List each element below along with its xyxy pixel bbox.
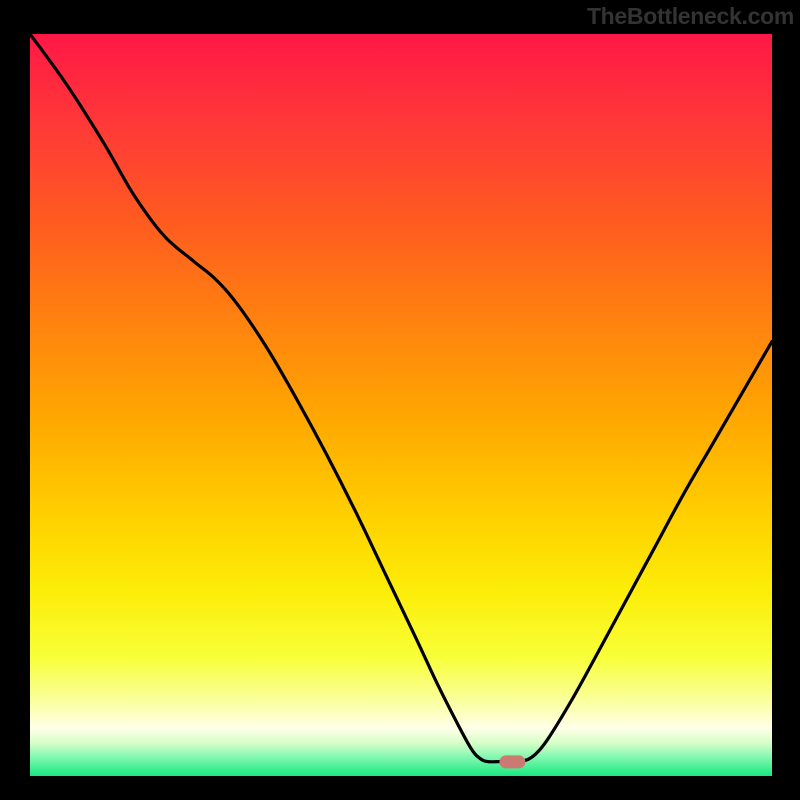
chart-plot-area — [30, 34, 772, 766]
watermark-text: TheBottleneck.com — [587, 3, 794, 30]
optimal-point-marker — [500, 755, 525, 768]
bottleneck-curve — [30, 34, 772, 766]
